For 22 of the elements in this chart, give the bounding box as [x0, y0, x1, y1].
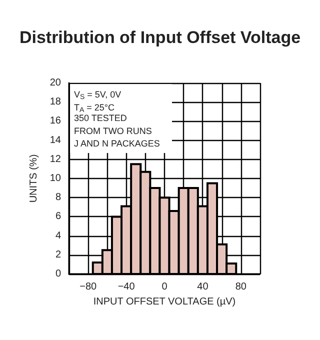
annotation: 350 TESTED [74, 113, 128, 124]
y-tick-label: 12 [50, 154, 62, 165]
x-tick-label: 40 [197, 282, 209, 292]
y-tick-label: 20 [50, 78, 62, 88]
x-tick-label: 80 [235, 282, 247, 292]
annotation: FROM TWO RUNS [74, 126, 152, 136]
y-tick-label: 4 [55, 230, 62, 242]
annotation: J AND N PACKAGES [74, 138, 160, 149]
y-tick-label: 10 [50, 173, 62, 184]
x-axis-title: INPUT OFFSET VOLTAGE (µV) [93, 296, 236, 308]
chart-title: Distribution of Input Offset Voltage [19, 28, 301, 47]
y-tick-label: 16 [50, 116, 62, 127]
y-tick-label: 18 [50, 96, 62, 108]
x-tick-label: −40 [118, 282, 136, 292]
x-tick-label: 0 [162, 282, 168, 292]
y-tick-label: 6 [55, 211, 62, 222]
y-axis-title: UNITS (%) [28, 154, 40, 203]
y-tick-label: 0 [55, 268, 62, 280]
y-tick-label: 14 [50, 134, 62, 146]
x-tick-label: −80 [80, 282, 98, 292]
y-tick-label: 2 [55, 249, 62, 260]
y-tick-label: 8 [55, 192, 62, 204]
